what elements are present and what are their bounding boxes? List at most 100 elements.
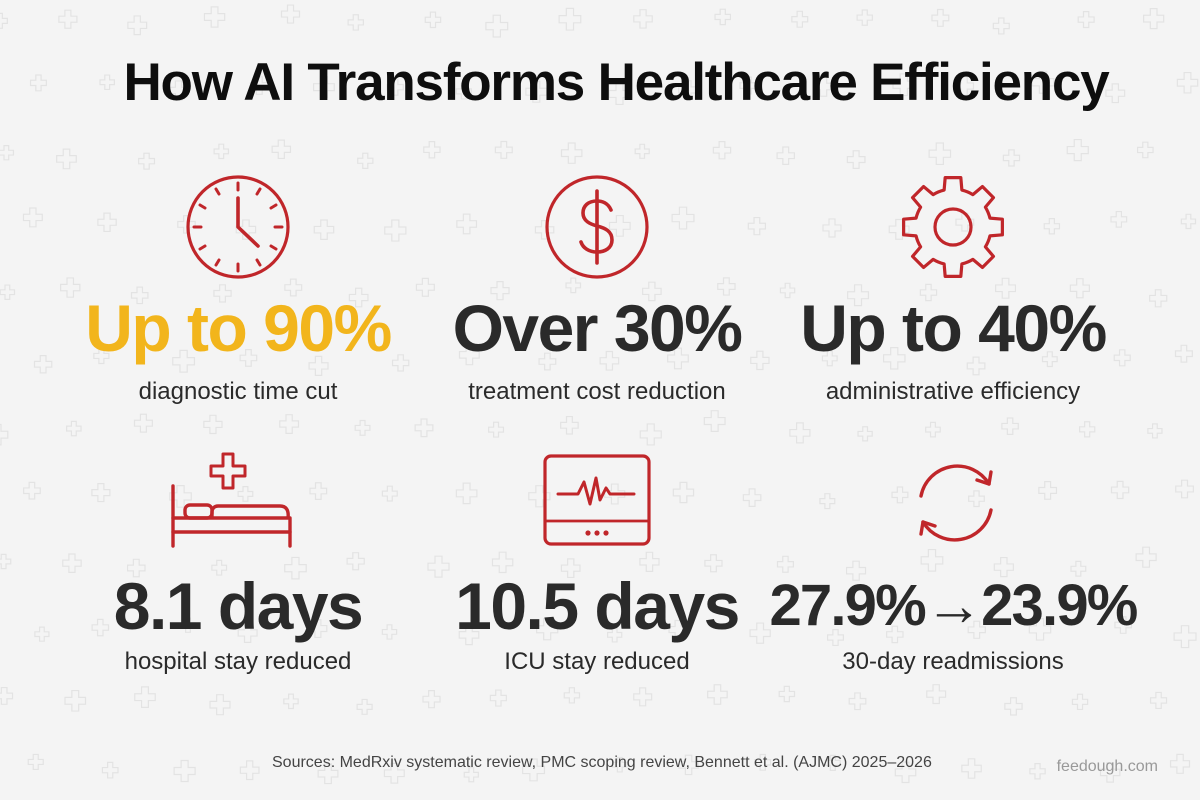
- background-cross: [271, 139, 292, 160]
- sources-footnote: Sources: MedRxiv systematic review, PMC …: [272, 754, 932, 771]
- background-cross: [992, 17, 1010, 35]
- background-cross: [892, 73, 916, 97]
- background-cross: [776, 555, 795, 573]
- page-title: How AI Transforms Healthcare Efficiency: [123, 53, 1109, 112]
- background-cross: [463, 767, 479, 783]
- background-cross: [29, 74, 47, 92]
- background-cross: [707, 684, 728, 705]
- background-cross: [606, 627, 623, 643]
- background-cross: [668, 619, 688, 640]
- background-cross: [857, 426, 873, 442]
- background-cross: [283, 693, 299, 710]
- background-cross: [209, 694, 231, 716]
- background-cross: [919, 283, 938, 302]
- background-cross: [750, 350, 770, 371]
- background-cross: [279, 414, 300, 434]
- background-cross: [213, 143, 230, 160]
- background-cross: [538, 352, 557, 371]
- hospital-bed-icon: [171, 452, 292, 548]
- background-cross: [778, 685, 796, 703]
- background-cross: [1175, 479, 1194, 499]
- gear-icon: [902, 176, 1004, 278]
- background-cross: [563, 687, 581, 704]
- background-cross: [1110, 480, 1130, 500]
- background-cross: [1149, 289, 1168, 308]
- heart-monitor-icon: [543, 454, 651, 546]
- background-cross: [126, 558, 146, 578]
- background-cross: [813, 76, 834, 97]
- background-cross: [565, 277, 582, 294]
- background-cross: [386, 78, 404, 96]
- background-cross: [1174, 344, 1193, 363]
- background-cross: [381, 485, 398, 502]
- background-cross: [213, 284, 232, 303]
- background-cross: [966, 356, 986, 376]
- background-cross: [633, 687, 653, 707]
- background-cross: [560, 558, 581, 579]
- background-cross: [845, 560, 867, 581]
- background-cross: [819, 493, 836, 510]
- stat-caption: hospital stay reduced: [124, 648, 352, 675]
- background-cross: [0, 12, 8, 29]
- background-cross: [886, 625, 904, 644]
- background-cross: [490, 280, 510, 301]
- background-cross: [528, 485, 551, 508]
- background-cross: [739, 76, 758, 95]
- background-cross: [97, 212, 117, 233]
- background-cross: [894, 761, 917, 784]
- background-cross: [489, 689, 507, 707]
- background-cross: [414, 418, 434, 438]
- background-cross: [848, 692, 867, 711]
- background-cross: [882, 346, 906, 370]
- stat-value: Over 30%: [452, 291, 743, 365]
- background-cross: [525, 80, 548, 103]
- stat-caption: administrative efficiency: [825, 378, 1081, 405]
- background-cross: [356, 698, 373, 715]
- background-cross: [1028, 618, 1052, 641]
- background-cross: [34, 626, 50, 642]
- background-cross: [308, 619, 328, 639]
- background-cross: [357, 152, 374, 169]
- background-cross: [639, 551, 660, 572]
- background-cross: [284, 278, 303, 297]
- background-cross: [56, 148, 77, 170]
- background-cross: [308, 355, 329, 376]
- background-cross: [1001, 417, 1019, 435]
- background-cross: [280, 4, 301, 24]
- background-cross: [59, 277, 81, 298]
- background-cross: [1029, 763, 1046, 780]
- background-cross: [994, 277, 1017, 299]
- background-cross: [172, 349, 196, 373]
- background-cross: [1070, 560, 1087, 577]
- background-cross: [993, 556, 1014, 578]
- background-cross: [203, 414, 223, 435]
- background-cross: [667, 347, 689, 370]
- stat-value: Up to 40%: [800, 291, 1107, 365]
- background-cross: [639, 423, 662, 446]
- brand-watermark: feedough.com: [1056, 758, 1158, 775]
- background-cross: [488, 421, 505, 438]
- background-cross: [239, 760, 260, 781]
- background-cross: [846, 150, 866, 169]
- background-cross: [747, 216, 767, 236]
- background-cross: [312, 76, 335, 99]
- background-cross: [714, 8, 732, 26]
- background-cross: [1143, 7, 1165, 30]
- background-cross: [1002, 149, 1021, 167]
- background-cross: [1173, 625, 1197, 649]
- background-cross: [1169, 753, 1191, 774]
- background-cross: [1135, 546, 1157, 568]
- background-cross: [455, 482, 478, 505]
- background-cross: [0, 284, 16, 300]
- background-cross: [0, 553, 12, 570]
- background-cross: [237, 622, 258, 643]
- background-cross: [494, 140, 513, 159]
- background-cross: [491, 551, 514, 574]
- background-cross: [455, 83, 472, 100]
- background-cross: [634, 143, 650, 159]
- background-cross: [284, 556, 307, 580]
- background-cross: [856, 9, 873, 26]
- background-cross: [822, 218, 842, 238]
- background-cross: [789, 422, 811, 444]
- background-cross: [1099, 762, 1121, 783]
